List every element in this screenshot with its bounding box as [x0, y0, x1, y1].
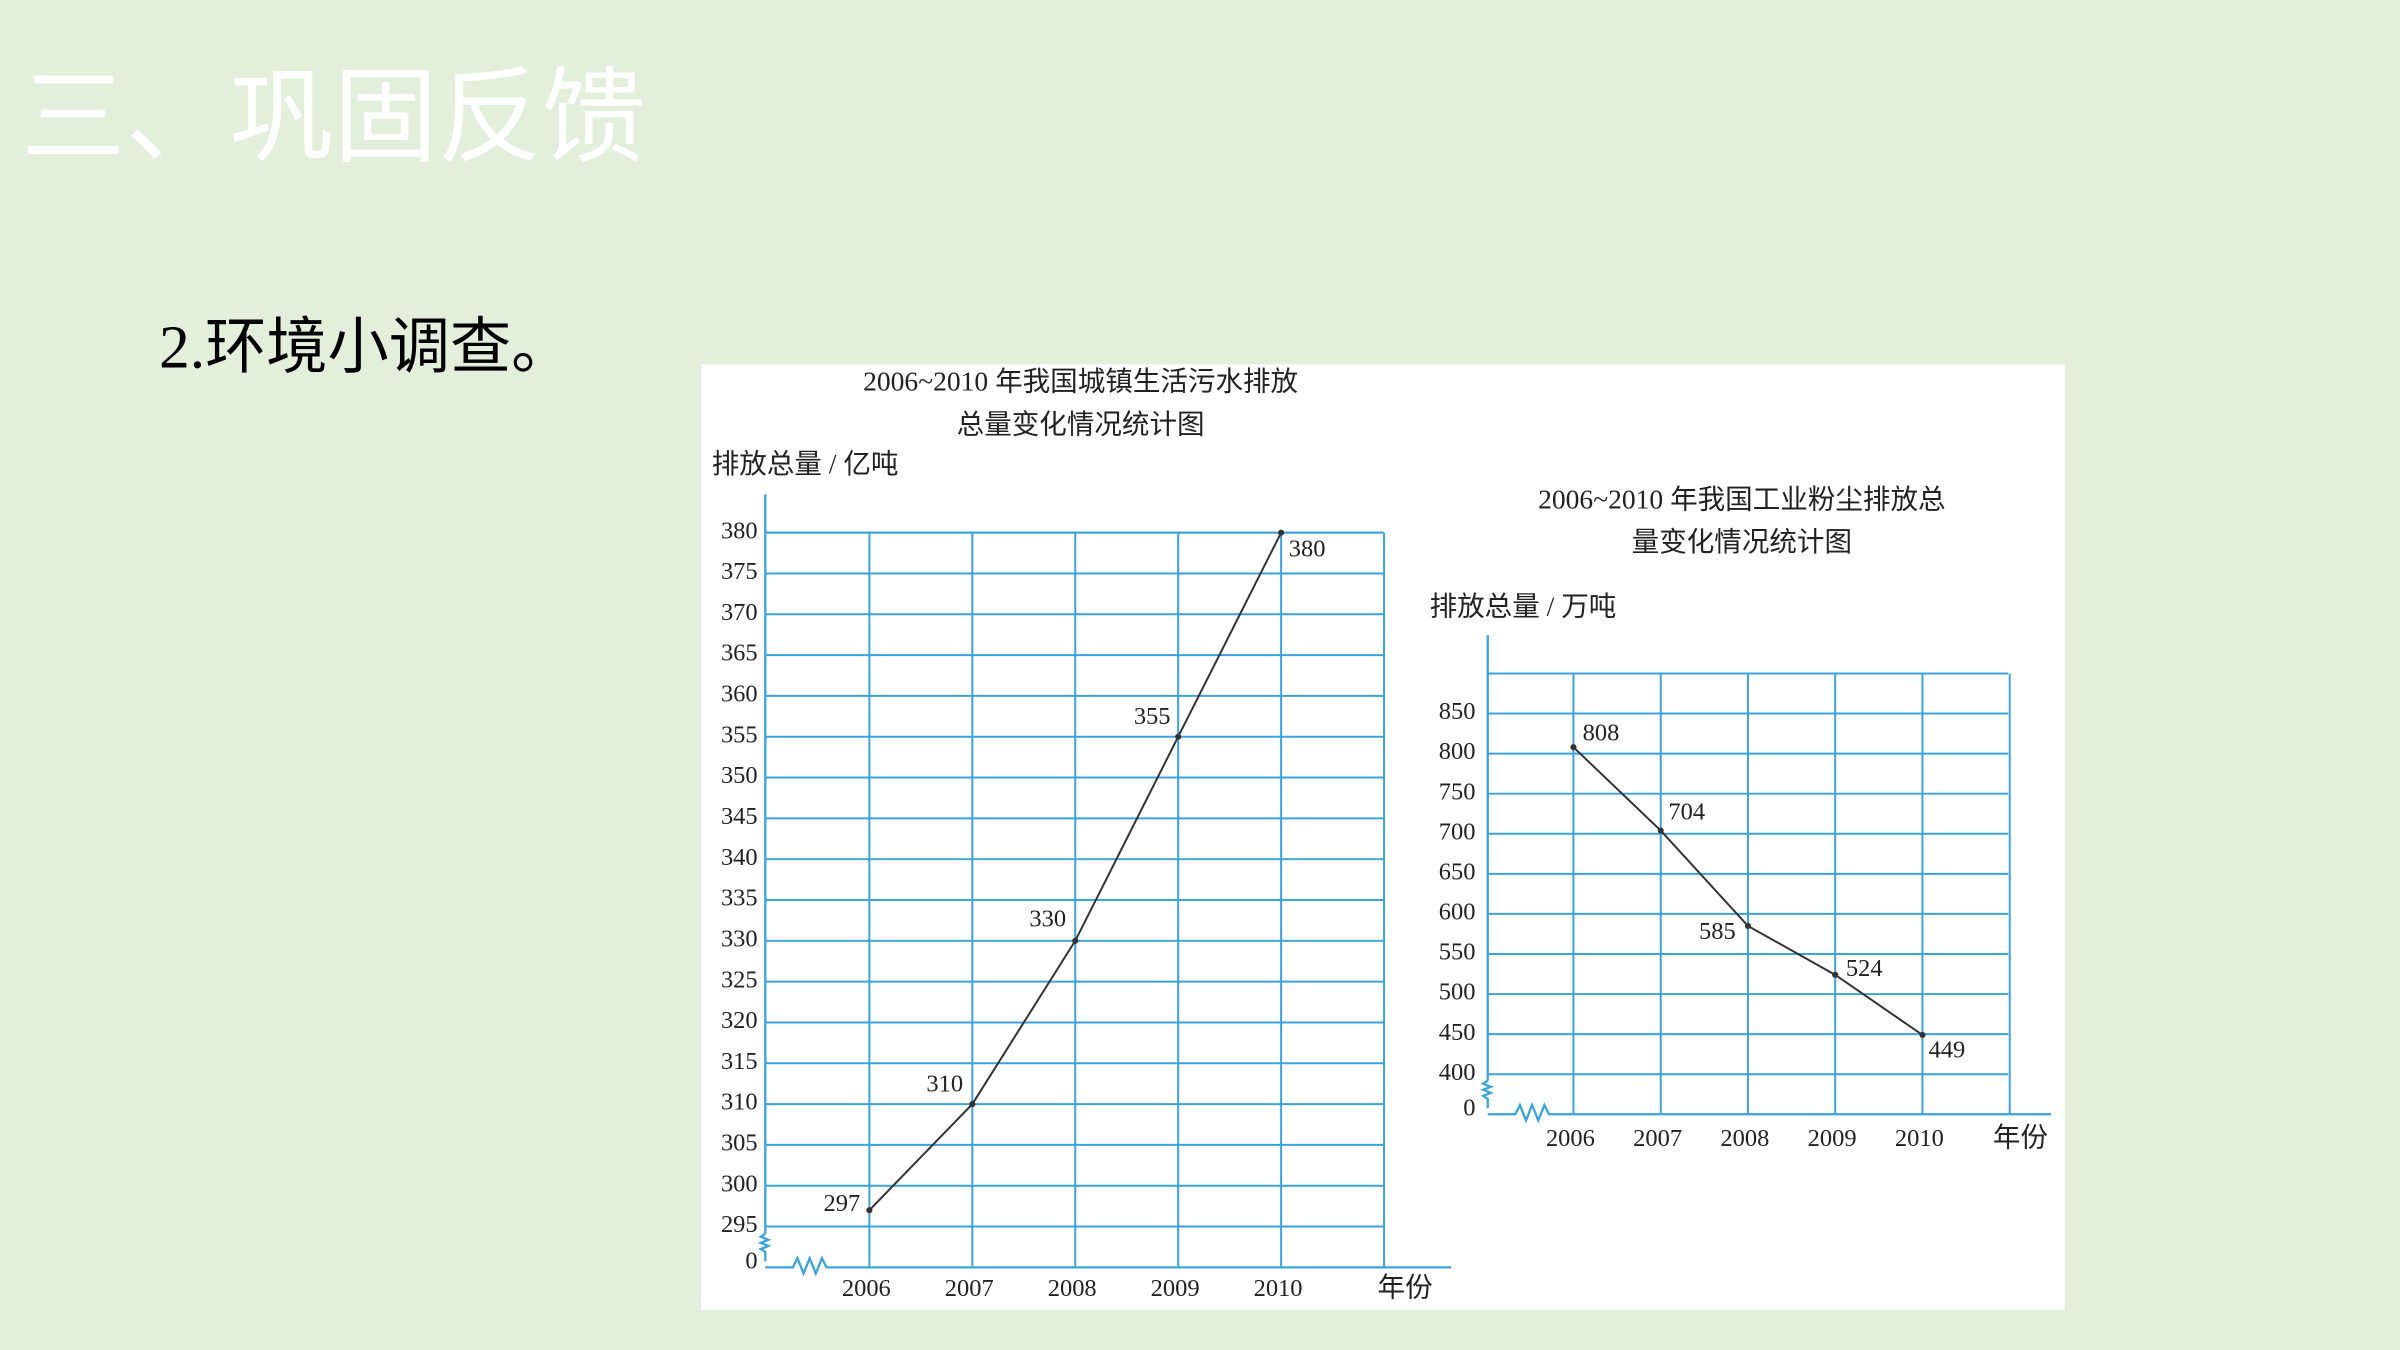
data-point	[1744, 922, 1752, 929]
data-label: 808	[1583, 720, 1620, 747]
y-tick-label: 320	[721, 1007, 758, 1034]
data-point	[1278, 529, 1285, 536]
data-label: 380	[1289, 536, 1326, 563]
x-tick-label: 2008	[1048, 1275, 1097, 1302]
x-tick-label: 2006	[842, 1275, 891, 1302]
y-tick-label: 315	[721, 1048, 758, 1075]
chart-title: 2006~2010 年我国城镇生活污水排放	[863, 366, 1298, 397]
y-tick-label: 800	[1439, 738, 1476, 765]
y-tick-label: 0	[745, 1247, 757, 1274]
y-tick-label: 375	[721, 558, 758, 585]
slide-title: 三、巩固反馈	[21, 56, 645, 178]
x-tick-label: 2010	[1895, 1125, 1944, 1152]
data-label: 310	[926, 1070, 963, 1097]
y-tick-label: 340	[721, 844, 758, 871]
y-tick-label: 355	[721, 721, 758, 748]
data-label: 355	[1134, 703, 1171, 730]
data-point	[1175, 733, 1182, 740]
y-tick-label: 370	[721, 599, 758, 626]
x-tick-label: 2008	[1720, 1125, 1769, 1152]
y-tick-label: 380	[721, 517, 758, 544]
y-tick-label: 295	[721, 1211, 758, 1238]
data-point	[1657, 827, 1664, 834]
x-tick-label: 2007	[1633, 1125, 1682, 1152]
x-axis-label: 年份	[1378, 1272, 1433, 1303]
y-axis-label: 排放总量 / 万吨	[1430, 591, 1617, 622]
x-axis-label: 年份	[1993, 1122, 2048, 1153]
x-tick-label: 2006	[1546, 1125, 1595, 1152]
axis-break	[1480, 1079, 1494, 1109]
y-tick-label: 550	[1439, 939, 1476, 966]
y-tick-label: 330	[721, 925, 758, 952]
y-tick-label: 300	[721, 1170, 758, 1197]
chart-title: 量变化情况统计图	[1632, 526, 1852, 557]
data-point	[1832, 971, 1839, 978]
x-tick-label: 2009	[1808, 1125, 1857, 1152]
y-axis-label: 排放总量 / 亿吨	[712, 448, 899, 479]
y-tick-label: 0	[1463, 1094, 1475, 1121]
y-tick-label: 700	[1439, 818, 1476, 845]
x-tick-label: 2010	[1254, 1275, 1303, 1302]
data-label: 330	[1029, 906, 1066, 933]
data-point	[1919, 1031, 1926, 1038]
y-tick-label: 450	[1439, 1019, 1476, 1046]
data-label: 704	[1668, 798, 1705, 825]
y-tick-label: 360	[721, 681, 758, 708]
y-tick-label: 650	[1439, 858, 1476, 885]
y-tick-label: 345	[721, 803, 758, 830]
axis-break	[757, 1232, 772, 1262]
data-point	[1570, 744, 1577, 751]
x-tick-label: 2009	[1151, 1275, 1200, 1302]
x-tick-label: 2007	[945, 1275, 994, 1302]
y-tick-label: 400	[1439, 1059, 1476, 1086]
y-tick-label: 365	[721, 640, 758, 667]
data-label: 449	[1929, 1036, 1966, 1063]
axis-break	[1487, 1102, 2052, 1124]
y-tick-label: 305	[721, 1130, 758, 1157]
axis-break	[765, 1255, 1452, 1277]
data-point	[866, 1207, 873, 1214]
chart-title: 总量变化情况统计图	[957, 408, 1205, 439]
y-tick-label: 500	[1439, 979, 1476, 1006]
data-point	[1072, 937, 1079, 944]
y-tick-label: 325	[721, 966, 758, 993]
chart-title: 2006~2010 年我国工业粉尘排放总	[1538, 483, 1945, 514]
y-tick-label: 310	[721, 1089, 758, 1116]
y-tick-label: 850	[1439, 698, 1476, 725]
y-tick-label: 750	[1439, 778, 1476, 805]
data-label: 524	[1846, 955, 1883, 982]
data-point	[969, 1101, 976, 1108]
data-label: 297	[823, 1190, 860, 1217]
y-tick-label: 335	[721, 885, 758, 912]
data-label: 585	[1699, 918, 1736, 945]
question: 2.环境小调查。	[159, 313, 572, 381]
y-tick-label: 350	[721, 762, 758, 789]
y-tick-label: 600	[1439, 899, 1476, 926]
chart-panel	[701, 364, 2065, 1311]
